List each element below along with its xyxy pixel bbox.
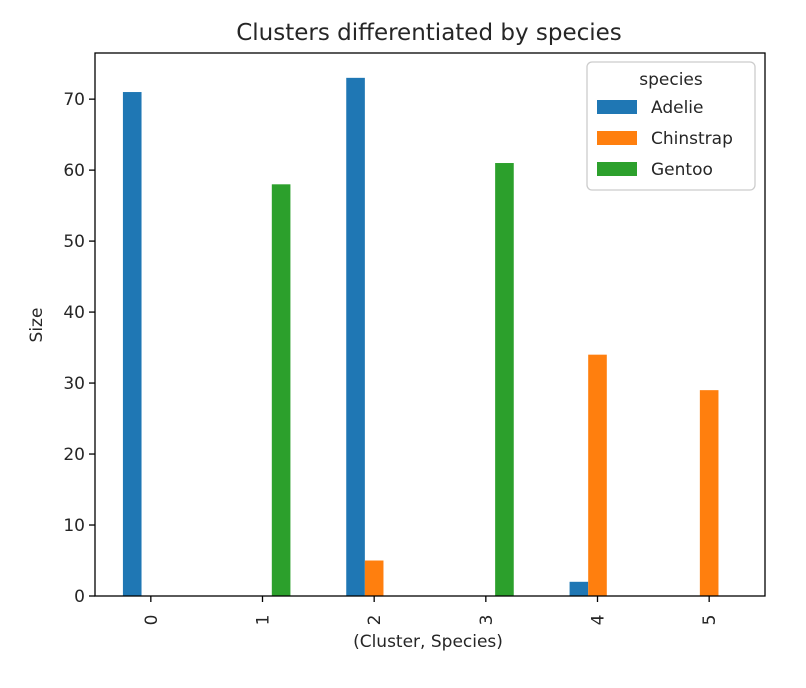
y-tick-label: 60 [63, 161, 85, 181]
bar-chinstrap-5 [699, 390, 719, 596]
bar-chinstrap-4 [588, 354, 607, 596]
y-axis: 0 10 20 30 40 50 60 70 [63, 90, 95, 607]
legend-label-chinstrap: Chinstrap [651, 129, 733, 149]
x-tick-label: 4 [589, 615, 609, 626]
bar-adelie-2 [346, 77, 365, 597]
y-tick-label: 40 [63, 303, 85, 323]
y-tick-label: 50 [63, 232, 85, 252]
legend-label-adelie: Adelie [651, 98, 704, 118]
legend-label-gentoo: Gentoo [651, 160, 713, 180]
x-tick-label: 1 [254, 615, 274, 626]
chart-title: Clusters differentiated by species [236, 20, 622, 46]
legend: species Adelie Chinstrap Gentoo [586, 61, 756, 191]
y-tick-label: 0 [74, 587, 85, 607]
x-axis: 0 1 2 3 4 5 [142, 596, 720, 625]
bar-adelie-4 [569, 581, 589, 596]
legend-swatch-gentoo [597, 162, 637, 176]
y-tick-label: 30 [63, 374, 85, 394]
legend-box [586, 61, 756, 191]
x-tick-label: 3 [477, 615, 497, 626]
legend-swatch-chinstrap [597, 131, 637, 145]
bars-group [122, 77, 719, 597]
y-tick-label: 20 [63, 445, 85, 465]
y-tick-label: 10 [63, 516, 85, 536]
x-tick-label: 2 [365, 615, 385, 626]
x-tick-label: 0 [142, 615, 162, 626]
legend-title: species [639, 70, 703, 90]
bar-adelie-0 [122, 92, 142, 596]
bar-chinstrap-2 [364, 560, 384, 596]
legend-swatch-adelie [597, 100, 637, 114]
bar-gentoo-3 [495, 163, 514, 596]
x-axis-label: (Cluster, Species) [353, 632, 503, 652]
y-axis-label: Size [27, 308, 47, 343]
x-tick-label: 5 [700, 615, 720, 626]
bar-gentoo-1 [271, 184, 291, 596]
plot-frame [94, 52, 766, 597]
y-tick-label: 70 [63, 90, 85, 110]
